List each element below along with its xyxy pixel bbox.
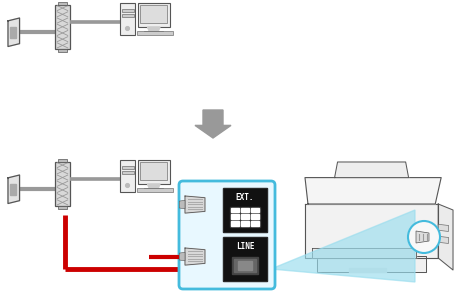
- Polygon shape: [416, 231, 429, 243]
- FancyBboxPatch shape: [137, 188, 172, 192]
- Polygon shape: [231, 214, 239, 219]
- Polygon shape: [241, 207, 249, 213]
- Polygon shape: [232, 257, 258, 275]
- FancyBboxPatch shape: [55, 5, 70, 48]
- Polygon shape: [438, 204, 453, 270]
- Polygon shape: [223, 237, 267, 281]
- Polygon shape: [251, 207, 259, 213]
- Polygon shape: [10, 26, 16, 38]
- Circle shape: [126, 26, 129, 30]
- Polygon shape: [122, 9, 133, 12]
- Polygon shape: [8, 18, 20, 46]
- Polygon shape: [8, 175, 20, 203]
- Polygon shape: [305, 204, 438, 258]
- FancyBboxPatch shape: [140, 162, 167, 180]
- Polygon shape: [122, 14, 133, 17]
- Circle shape: [126, 184, 129, 188]
- FancyBboxPatch shape: [137, 31, 172, 35]
- Polygon shape: [438, 225, 449, 231]
- Polygon shape: [10, 184, 16, 195]
- Polygon shape: [335, 162, 409, 178]
- Polygon shape: [58, 206, 67, 209]
- Polygon shape: [241, 221, 249, 226]
- Polygon shape: [58, 48, 67, 51]
- Polygon shape: [239, 261, 252, 270]
- Polygon shape: [195, 110, 231, 138]
- Polygon shape: [438, 236, 449, 244]
- Polygon shape: [234, 259, 256, 272]
- FancyBboxPatch shape: [138, 160, 170, 184]
- Polygon shape: [231, 207, 239, 213]
- Polygon shape: [350, 268, 387, 272]
- Text: EXT.: EXT.: [236, 193, 254, 202]
- Polygon shape: [241, 214, 249, 219]
- Polygon shape: [144, 31, 163, 32]
- Polygon shape: [148, 27, 160, 31]
- FancyBboxPatch shape: [140, 5, 167, 23]
- Polygon shape: [148, 184, 160, 188]
- Text: LINE: LINE: [236, 242, 254, 251]
- Polygon shape: [179, 252, 185, 261]
- Polygon shape: [58, 159, 67, 162]
- Polygon shape: [223, 188, 267, 232]
- FancyBboxPatch shape: [138, 3, 170, 27]
- Polygon shape: [185, 196, 205, 213]
- Polygon shape: [317, 256, 426, 272]
- Polygon shape: [251, 214, 259, 219]
- Polygon shape: [144, 188, 163, 189]
- FancyBboxPatch shape: [55, 162, 70, 206]
- Polygon shape: [58, 2, 67, 5]
- Polygon shape: [122, 166, 133, 169]
- Polygon shape: [313, 248, 416, 258]
- Polygon shape: [231, 221, 239, 226]
- FancyBboxPatch shape: [120, 160, 135, 191]
- Polygon shape: [271, 210, 415, 282]
- Polygon shape: [185, 248, 205, 265]
- Polygon shape: [122, 171, 133, 173]
- Polygon shape: [229, 207, 260, 226]
- Circle shape: [408, 221, 440, 253]
- FancyBboxPatch shape: [120, 3, 135, 35]
- Polygon shape: [251, 221, 259, 226]
- Polygon shape: [179, 200, 185, 209]
- FancyBboxPatch shape: [179, 181, 275, 289]
- Polygon shape: [305, 178, 441, 204]
